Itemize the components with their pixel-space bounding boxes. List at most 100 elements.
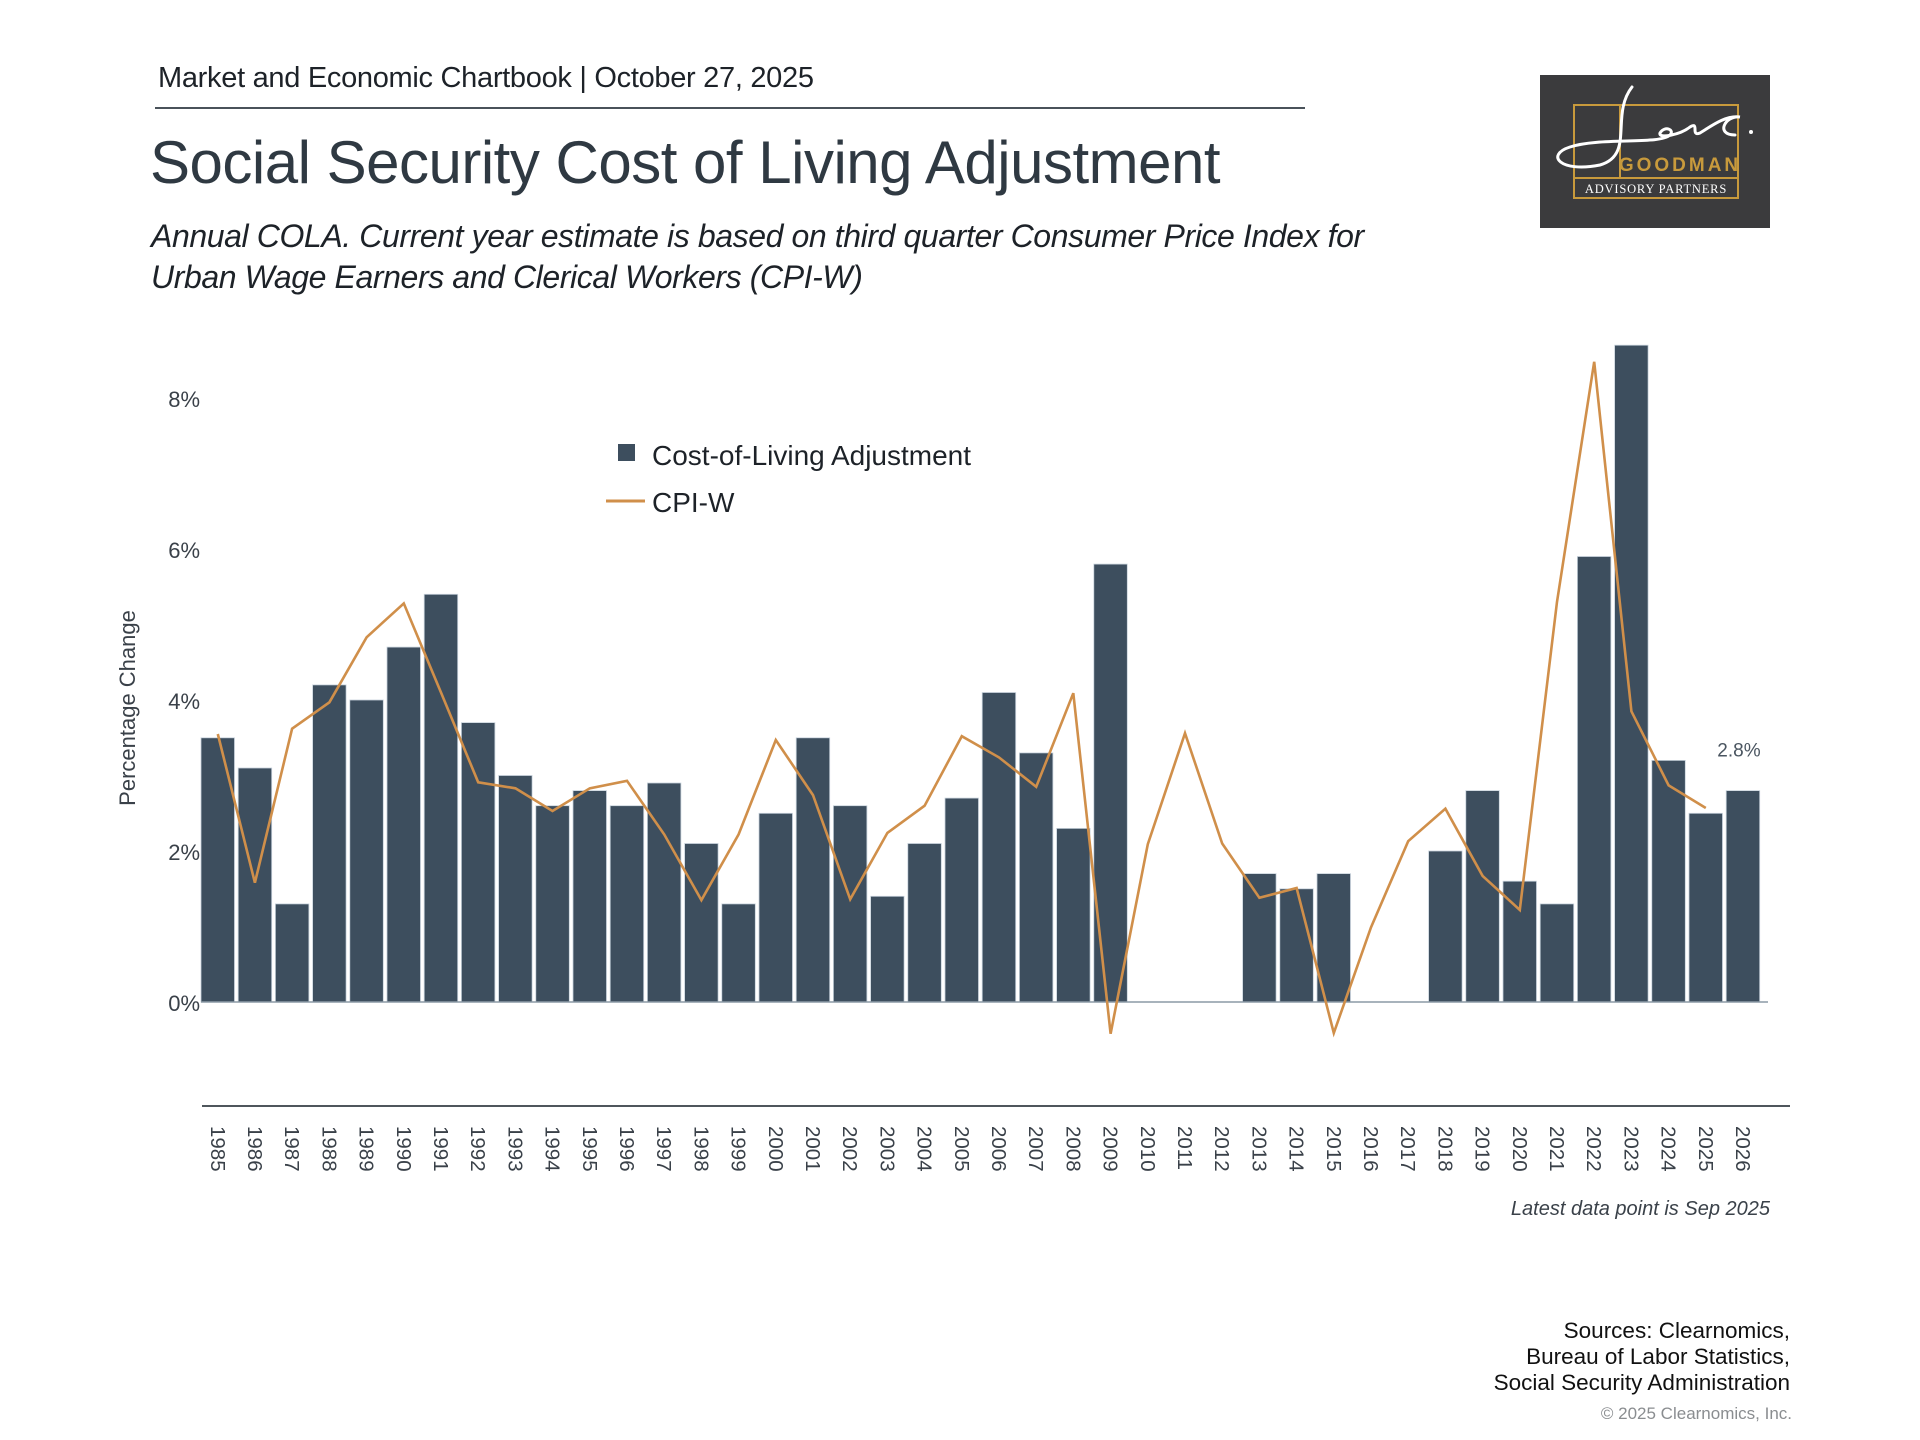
bar-2013 bbox=[1242, 873, 1277, 1003]
bar-2015 bbox=[1316, 873, 1351, 1003]
source-line: Sources: Clearnomics, bbox=[1563, 1318, 1790, 1343]
x-tick-label: 2002 bbox=[838, 1126, 861, 1172]
source-line: Social Security Administration bbox=[1493, 1370, 1790, 1395]
x-tick-label: 2006 bbox=[987, 1126, 1010, 1172]
x-tick-label: 2022 bbox=[1582, 1126, 1605, 1172]
bar-2006 bbox=[981, 692, 1017, 1003]
page-subtitle: Annual COLA. Current year estimate is ba… bbox=[151, 218, 1364, 295]
x-tick-label: 2007 bbox=[1024, 1126, 1047, 1172]
bar-1995 bbox=[572, 790, 607, 1003]
bar-1996 bbox=[609, 805, 645, 1003]
data-label-2026: 2.8% bbox=[1717, 741, 1760, 762]
bar-1998 bbox=[684, 843, 719, 1003]
x-tick-label: 1985 bbox=[206, 1126, 229, 1172]
bar-1993 bbox=[498, 775, 533, 1003]
x-tick-label: 2025 bbox=[1694, 1126, 1717, 1172]
x-tick-label: 2019 bbox=[1471, 1126, 1494, 1172]
bar-2026 bbox=[1725, 790, 1761, 1003]
bar-1999 bbox=[721, 903, 756, 1003]
x-tick-label: 1987 bbox=[280, 1126, 303, 1172]
x-tick-label: 2017 bbox=[1396, 1126, 1419, 1172]
bar-1986 bbox=[237, 767, 273, 1003]
bar-1994 bbox=[535, 805, 570, 1003]
legend-swatch-cola bbox=[618, 444, 635, 461]
logo-tagline: ADVISORY PARTNERS bbox=[1585, 182, 1727, 196]
x-tick-label: 2015 bbox=[1322, 1126, 1345, 1172]
x-tick-label: 2004 bbox=[913, 1126, 936, 1172]
x-tick-label: 2026 bbox=[1731, 1126, 1754, 1172]
y-tick-label: 4% bbox=[168, 689, 200, 714]
y-tick-label: 6% bbox=[168, 538, 200, 563]
bar-1987 bbox=[274, 903, 310, 1003]
x-tick-label: 2003 bbox=[875, 1126, 898, 1172]
legend: Cost-of-Living Adjustment CPI-W bbox=[606, 440, 971, 518]
x-tick-label: 2014 bbox=[1285, 1126, 1308, 1172]
x-tick-label: 2013 bbox=[1247, 1126, 1270, 1172]
x-tick-label: 2016 bbox=[1359, 1126, 1382, 1172]
bar-2000 bbox=[758, 812, 793, 1003]
x-tick-label: 2005 bbox=[950, 1126, 973, 1172]
x-tick-label: 1986 bbox=[243, 1126, 266, 1172]
bar-1988 bbox=[312, 684, 347, 1003]
data-note: Latest data point is Sep 2025 bbox=[1510, 1198, 1770, 1220]
signature-icon bbox=[1556, 85, 1741, 169]
x-tick-label: 1998 bbox=[689, 1126, 712, 1172]
bar-2002 bbox=[833, 805, 868, 1003]
bar-2025 bbox=[1688, 812, 1723, 1003]
bar-2023 bbox=[1614, 344, 1649, 1003]
source-line: Bureau of Labor Statistics, bbox=[1526, 1344, 1790, 1369]
bar-2004 bbox=[907, 843, 942, 1003]
x-tick-label: 2023 bbox=[1619, 1126, 1642, 1172]
signature-dot-icon bbox=[1749, 130, 1753, 134]
legend-label-cola: Cost-of-Living Adjustment bbox=[652, 440, 971, 471]
cola-bars bbox=[200, 344, 1761, 1003]
bar-2021 bbox=[1539, 903, 1575, 1003]
x-tick-label: 2024 bbox=[1657, 1126, 1680, 1172]
bar-2018 bbox=[1428, 850, 1463, 1003]
legend-label-cpi: CPI-W bbox=[652, 487, 735, 518]
x-tick-label: 1993 bbox=[503, 1126, 526, 1172]
bar-2014 bbox=[1279, 888, 1314, 1003]
bar-2001 bbox=[795, 737, 831, 1003]
bar-1989 bbox=[349, 699, 384, 1003]
bar-1992 bbox=[460, 722, 496, 1003]
x-tick-label: 2018 bbox=[1433, 1126, 1456, 1172]
x-tick-label: 1999 bbox=[727, 1126, 750, 1172]
logo-name: GOODMAN bbox=[1619, 155, 1741, 176]
x-tick-label: 1991 bbox=[429, 1126, 452, 1172]
y-axis-title: Percentage Change bbox=[115, 610, 140, 806]
chartbook-header: Market and Economic Chartbook | October … bbox=[158, 62, 814, 94]
bar-2008 bbox=[1056, 828, 1091, 1003]
page-title: Social Security Cost of Living Adjustmen… bbox=[150, 129, 1221, 196]
x-tick-label: 1997 bbox=[652, 1126, 675, 1172]
x-tick-label: 2001 bbox=[801, 1126, 824, 1172]
copyright: © 2025 Clearnomics, Inc. bbox=[1600, 1404, 1792, 1423]
x-tick-label: 2011 bbox=[1173, 1126, 1196, 1170]
y-tick-label: 0% bbox=[168, 991, 200, 1016]
company-logo: GOODMAN ADVISORY PARTNERS bbox=[1540, 75, 1770, 228]
x-tick-label: 2010 bbox=[1136, 1126, 1159, 1172]
x-tick-label: 2021 bbox=[1545, 1126, 1568, 1172]
bar-2024 bbox=[1651, 760, 1686, 1003]
bar-2007 bbox=[1019, 752, 1054, 1003]
y-tick-label: 2% bbox=[168, 840, 200, 865]
x-tick-label: 1990 bbox=[392, 1126, 415, 1172]
x-tick-label: 1995 bbox=[578, 1126, 601, 1172]
x-tick-label: 1996 bbox=[615, 1126, 638, 1172]
bar-1990 bbox=[386, 646, 421, 1003]
annotations: 2.8% bbox=[1717, 741, 1760, 762]
x-tick-label: 2009 bbox=[1099, 1126, 1122, 1172]
header-divider bbox=[155, 107, 1305, 109]
bar-2003 bbox=[870, 895, 905, 1003]
bar-2019 bbox=[1465, 790, 1500, 1003]
sources: Sources: Clearnomics, Bureau of Labor St… bbox=[1494, 1318, 1790, 1396]
x-tick-label: 2008 bbox=[1061, 1126, 1084, 1172]
x-tick-label: 2000 bbox=[764, 1126, 787, 1172]
x-tick-label: 1988 bbox=[317, 1126, 340, 1172]
y-axis: 0% 2% 4% 6% 8% bbox=[168, 387, 200, 1016]
x-tick-label: 1992 bbox=[466, 1126, 489, 1172]
bar-2005 bbox=[944, 797, 979, 1003]
y-tick-label: 8% bbox=[168, 387, 200, 412]
x-axis: 1985 1986 1987 1988 1989 1990 1991 1992 1993 1994… bbox=[206, 1126, 1754, 1172]
